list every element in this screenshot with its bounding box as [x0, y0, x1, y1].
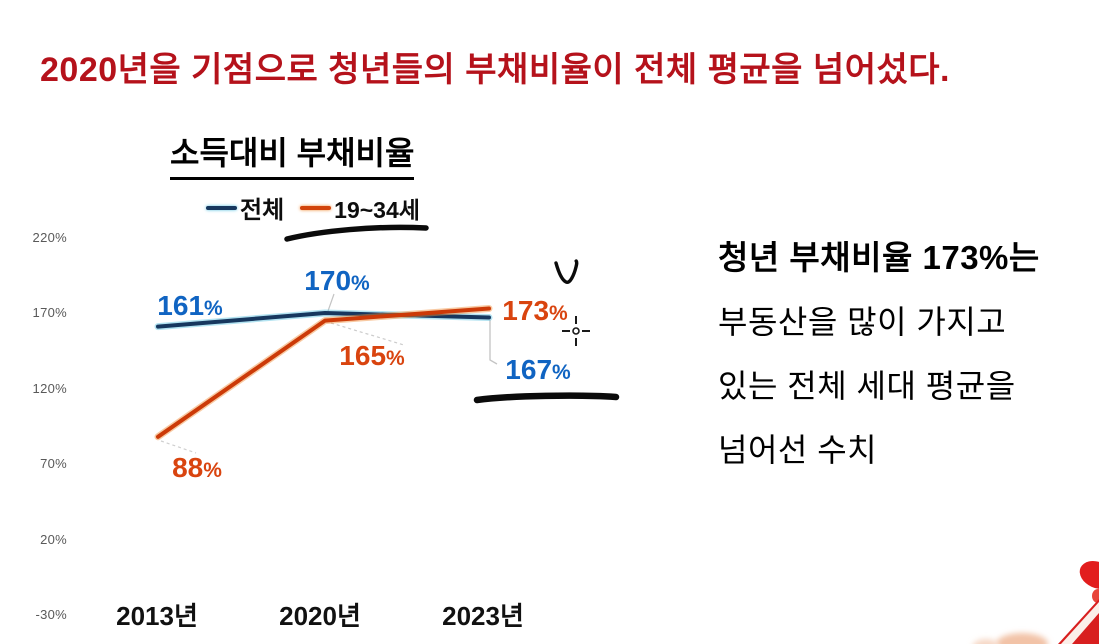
commentary-line: 부동산을 많이 가지고	[718, 304, 1007, 340]
marker-checkmark	[554, 259, 579, 284]
commentary-line: 있는 전체 세대 평균을	[718, 368, 1016, 404]
legend-label-youth: 19~34세	[334, 196, 420, 223]
commentary-line: 넘어선 수치	[718, 432, 878, 468]
red-object-bottom	[1058, 599, 1099, 644]
legend-line-total-icon	[206, 205, 237, 210]
chart-title: 소득대비 부채비율	[170, 128, 415, 180]
marker-underline-legend	[284, 224, 429, 242]
slide-title: 2020년을 기점으로 청년들의 부채비율이 전체 평균을 넘어섰다.	[40, 51, 950, 89]
crosshair-cursor	[562, 316, 590, 346]
series-line-youth	[156, 306, 491, 439]
legend-line-youth-icon	[300, 205, 332, 210]
marker-underline-167	[473, 392, 620, 404]
chart-legend: 전체 19~34세	[206, 190, 420, 225]
commentary: 청년 부채비율 173%는 부동산을 많이 가지고 있는 전체 세대 평균을 넘…	[718, 226, 1090, 482]
series-line-total	[156, 311, 491, 329]
red-object-top	[1079, 561, 1099, 589]
commentary-line: 청년 부채비율 173%는	[718, 239, 1040, 276]
hand-blob	[996, 633, 1048, 644]
legend-label-total: 전체	[240, 197, 285, 224]
series-line-youth	[154, 305, 493, 441]
corner-decoration	[973, 561, 1099, 644]
marker-annotations	[284, 224, 620, 404]
leader-lines	[160, 293, 498, 454]
series-lines	[154, 305, 493, 441]
